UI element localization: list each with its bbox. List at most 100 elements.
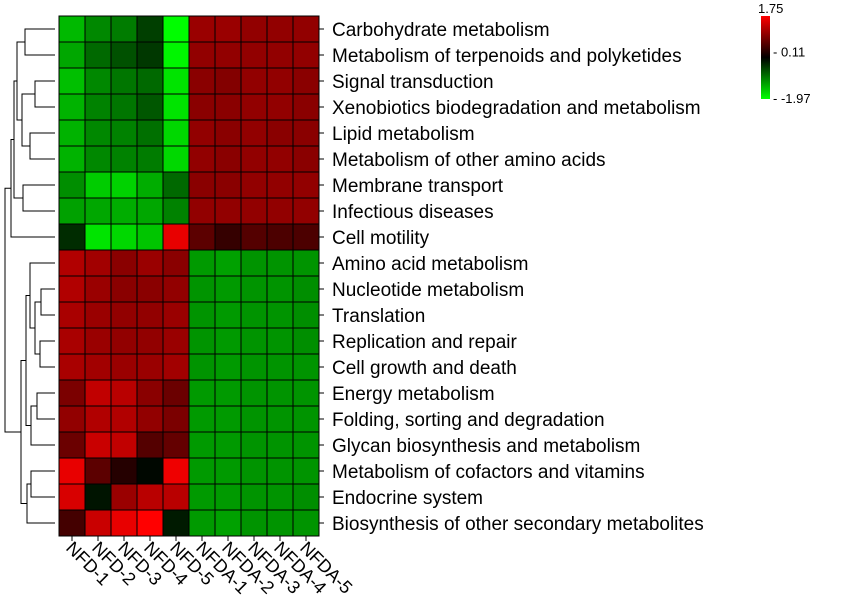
heatmap-cell [110,275,138,303]
row-label: Lipid metabolism [332,124,475,145]
heatmap-cell [188,509,216,537]
heatmap-cell [136,41,164,69]
heatmap-cell [188,119,216,147]
heatmap-cell [162,431,190,459]
heatmap-cell [188,431,216,459]
heatmap-cell [214,327,242,355]
heatmap-cell [240,93,268,121]
heatmap-cell [162,301,190,329]
row-label: Cell motility [332,228,430,249]
heatmap-cell [110,145,138,173]
heatmap-cell [162,197,190,225]
dendrogram-branch [4,187,21,433]
heatmap-cell [162,275,190,303]
heatmap-cell [266,223,294,251]
heatmap-cell [58,431,86,459]
heatmap-cell [240,223,268,251]
heatmap-cell [240,41,268,69]
heatmap-cell [58,379,86,407]
heatmap-cell [162,223,190,251]
heatmap-cell [240,379,268,407]
heatmap-cell [84,353,112,381]
heatmap-cell [136,15,164,43]
heatmap-cell [58,353,86,381]
heatmap-cell [84,197,112,225]
heatmap-cell [214,431,242,459]
heatmap-cell [136,171,164,199]
heatmap-cell [136,379,164,407]
heatmap-cell [292,483,320,511]
heatmap-cell [266,249,294,277]
column-labels: NFD-1NFD-2NFD-3NFD-4NFD-5NFDA-1NFDA-2NFD… [62,536,356,598]
heatmap-cell [240,457,268,485]
heatmap-cell [84,223,112,251]
heatmap-cell [214,301,242,329]
heatmap-cell [110,327,138,355]
heatmap-cell [84,275,112,303]
heatmap-cell [188,301,216,329]
heatmap-cell [162,457,190,485]
heatmap-cell [58,327,86,355]
heatmap-cell [266,405,294,433]
heatmap-cell [266,275,294,303]
heatmap-cell [266,483,294,511]
heatmap-cell [162,405,190,433]
heatmap-cell [84,41,112,69]
heatmap-cell [240,301,268,329]
heatmap-cell [84,15,112,43]
row-label: Nucleotide metabolism [332,280,524,301]
dendrogram-branch [22,184,55,212]
heatmap-cell [266,93,294,121]
heatmap-cell [214,509,242,537]
heatmap-cell [240,405,268,433]
row-label: Infectious diseases [332,202,494,223]
row-label: Translation [332,306,425,327]
heatmap-cell [110,483,138,511]
row-labels: Carbohydrate metabolism Metabolism of ter… [319,20,704,535]
heatmap-cell [110,197,138,225]
heatmap-cell [292,509,320,537]
heatmap-cell [58,67,86,95]
heatmap-cell [214,67,242,95]
heatmap-cell [110,41,138,69]
heatmap-cell [136,223,164,251]
heatmap-cell [162,93,190,121]
heatmap-cell [292,15,320,43]
heatmap-cell [292,41,320,69]
row-label: Amino acid metabolism [332,254,528,275]
heatmap-cell [240,509,268,537]
heatmap-cell [292,223,320,251]
heatmap-cell [266,431,294,459]
heatmap-cell [292,353,320,381]
legend-tick-label: - 0.11 [773,45,805,60]
heatmap-cell [188,15,216,43]
heatmap-cell [84,379,112,407]
heatmap-cell [58,275,86,303]
heatmap-cell [84,145,112,173]
heatmap-cell [188,197,216,225]
row-label: Carbohydrate metabolism [332,20,550,41]
row-label: Endocrine system [332,488,483,509]
legend-tick-label: 1.75 [758,1,783,16]
dendrogram-branch [30,405,55,446]
heatmap-cell [188,379,216,407]
heatmap-cell [58,405,86,433]
heatmap-cell [266,327,294,355]
heatmap-cell [110,93,138,121]
heatmap-cell [110,223,138,251]
heatmap-cell [84,171,112,199]
heatmap-cell [266,457,294,485]
heatmap-cell [84,327,112,355]
heatmap-cell [266,197,294,225]
heatmap-cell [110,379,138,407]
heatmap-cell [58,483,86,511]
heatmap-cell [136,93,164,121]
heatmap-cell [58,249,86,277]
heatmap-cell [188,405,216,433]
heatmap-cell [84,431,112,459]
heatmap-cell [188,145,216,173]
heatmap-cell [110,405,138,433]
heatmap-cell [240,67,268,95]
row-label: Membrane transport [332,176,504,197]
heatmap-cell [162,67,190,95]
